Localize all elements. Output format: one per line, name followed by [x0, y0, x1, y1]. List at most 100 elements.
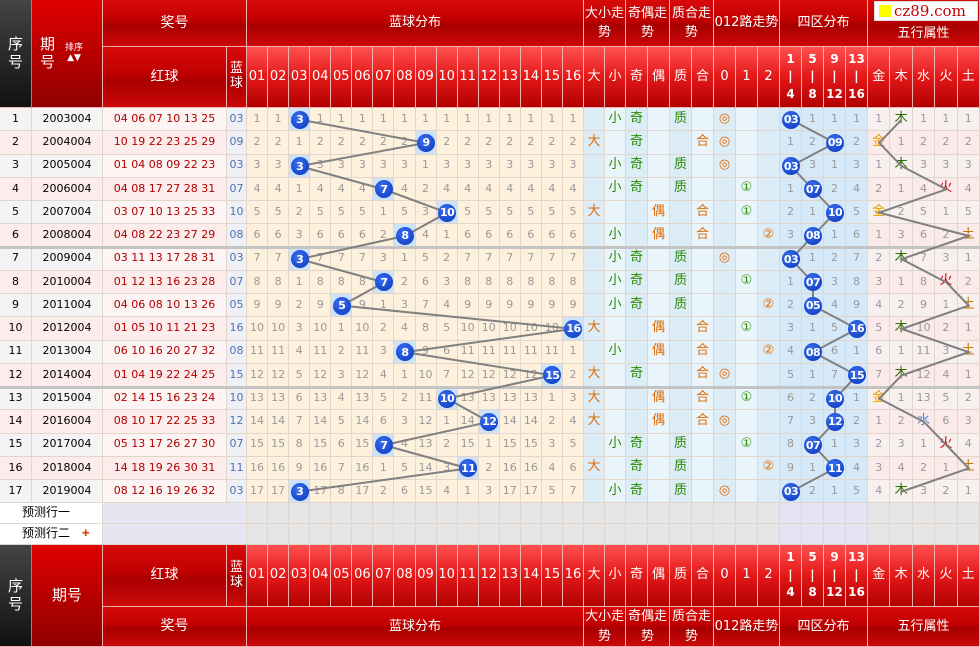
row-seq: 11: [0, 340, 32, 364]
predict-cell[interactable]: [478, 503, 500, 525]
predict-cell[interactable]: [935, 524, 958, 546]
predict-cell[interactable]: [373, 524, 395, 546]
predict-cell[interactable]: [648, 503, 670, 525]
predict-cell[interactable]: [520, 524, 542, 546]
predict-cell[interactable]: [935, 503, 958, 525]
predict-cell[interactable]: [331, 524, 353, 546]
predict-row-label[interactable]: 预测行二 ✚: [0, 524, 103, 546]
predict-cell[interactable]: [457, 524, 479, 546]
predict-cell[interactable]: [605, 503, 626, 525]
predict-cell[interactable]: [957, 503, 980, 525]
predict-cell[interactable]: [714, 524, 736, 546]
element-omission-cell: 3: [868, 456, 891, 480]
predict-cell[interactable]: [868, 503, 891, 525]
predict-cell[interactable]: [331, 503, 353, 525]
predict-cell[interactable]: [802, 524, 824, 546]
predict-cell[interactable]: [478, 524, 500, 546]
predict-cell[interactable]: [846, 503, 868, 525]
predict-cell[interactable]: [780, 503, 802, 525]
element-mark: 火: [935, 433, 958, 457]
element-omission-cell: 3: [868, 270, 891, 294]
road-empty-cell: [714, 294, 736, 318]
predict-cell[interactable]: [268, 524, 290, 546]
predict-cell[interactable]: [626, 503, 648, 525]
predict-cell[interactable]: [670, 503, 692, 525]
predict-cell[interactable]: [436, 503, 458, 525]
prime-empty-cell: [670, 224, 692, 248]
predict-row-label[interactable]: 预测行一: [0, 503, 103, 525]
parity-trend-header: 奇偶走势: [626, 607, 670, 647]
parity-mark: 奇: [626, 456, 648, 480]
zone-omission-cell: 1: [802, 247, 824, 271]
predict-cell[interactable]: [780, 524, 802, 546]
predict-cell[interactable]: [584, 503, 605, 525]
predict-cell[interactable]: [415, 503, 437, 525]
predict-cell[interactable]: [648, 524, 670, 546]
predict-cell[interactable]: [912, 524, 936, 546]
predict-cell[interactable]: [670, 524, 692, 546]
predict-cell[interactable]: [499, 503, 521, 525]
predict-cell[interactable]: [890, 524, 913, 546]
row-blue-ball: 15: [227, 363, 247, 387]
predict-cell[interactable]: [626, 524, 648, 546]
predict-cell[interactable]: [562, 503, 584, 525]
predict-cell[interactable]: [846, 524, 868, 546]
predict-cell[interactable]: [758, 503, 780, 525]
row-seq: 14: [0, 410, 32, 434]
omission-cell: 4: [394, 177, 416, 201]
omission-cell: 8: [457, 270, 479, 294]
predict-cell[interactable]: [499, 524, 521, 546]
predict-cell[interactable]: [736, 503, 758, 525]
predict-cell[interactable]: [824, 524, 846, 546]
predict-cell[interactable]: [394, 524, 416, 546]
predict-cell[interactable]: [415, 524, 437, 546]
predict-cell[interactable]: [541, 524, 563, 546]
predict-cell[interactable]: [736, 524, 758, 546]
zone-ball-marker: 08: [804, 343, 822, 362]
predict-cell[interactable]: [890, 503, 913, 525]
predict-area[interactable]: [103, 524, 247, 546]
prime-empty-cell: [670, 131, 692, 155]
predict-cell[interactable]: [247, 524, 269, 546]
predict-cell[interactable]: [692, 524, 714, 546]
road-empty-cell: [714, 201, 736, 225]
element-mark: 木: [890, 363, 913, 387]
parity-mark: 奇: [626, 433, 648, 457]
omission-cell: 13: [415, 433, 437, 457]
road-empty-cell: [714, 270, 736, 294]
predict-cell[interactable]: [289, 524, 311, 546]
expand-arrow-icon[interactable]: ✚: [82, 529, 90, 540]
predict-cell[interactable]: [824, 503, 846, 525]
predict-cell[interactable]: [457, 503, 479, 525]
predict-cell[interactable]: [436, 524, 458, 546]
predict-cell[interactable]: [373, 503, 395, 525]
omission-cell: 5: [331, 201, 353, 225]
road-mark: ①: [736, 317, 758, 341]
predict-cell[interactable]: [247, 503, 269, 525]
predict-cell[interactable]: [352, 524, 374, 546]
predict-cell[interactable]: [394, 503, 416, 525]
predict-cell[interactable]: [605, 524, 626, 546]
predict-cell[interactable]: [562, 524, 584, 546]
predict-cell[interactable]: [692, 503, 714, 525]
sort-toggle[interactable]: 排序 ▲▼: [65, 43, 83, 64]
predict-cell[interactable]: [541, 503, 563, 525]
predict-cell[interactable]: [310, 503, 332, 525]
predict-cell[interactable]: [268, 503, 290, 525]
predict-area[interactable]: [103, 503, 247, 525]
predict-cell[interactable]: [868, 524, 891, 546]
predict-cell[interactable]: [802, 503, 824, 525]
predict-cell[interactable]: [520, 503, 542, 525]
predict-cell[interactable]: [352, 503, 374, 525]
road-empty-cell: [758, 201, 780, 225]
predict-cell[interactable]: [714, 503, 736, 525]
predict-cell[interactable]: [584, 524, 605, 546]
predict-cell[interactable]: [310, 524, 332, 546]
size-mark: 大: [584, 410, 605, 434]
predict-cell[interactable]: [289, 503, 311, 525]
predict-cell[interactable]: [758, 524, 780, 546]
header-issue[interactable]: 期 号排序 ▲▼: [32, 0, 103, 108]
size-mark: 大: [584, 201, 605, 225]
predict-cell[interactable]: [957, 524, 980, 546]
predict-cell[interactable]: [912, 503, 936, 525]
